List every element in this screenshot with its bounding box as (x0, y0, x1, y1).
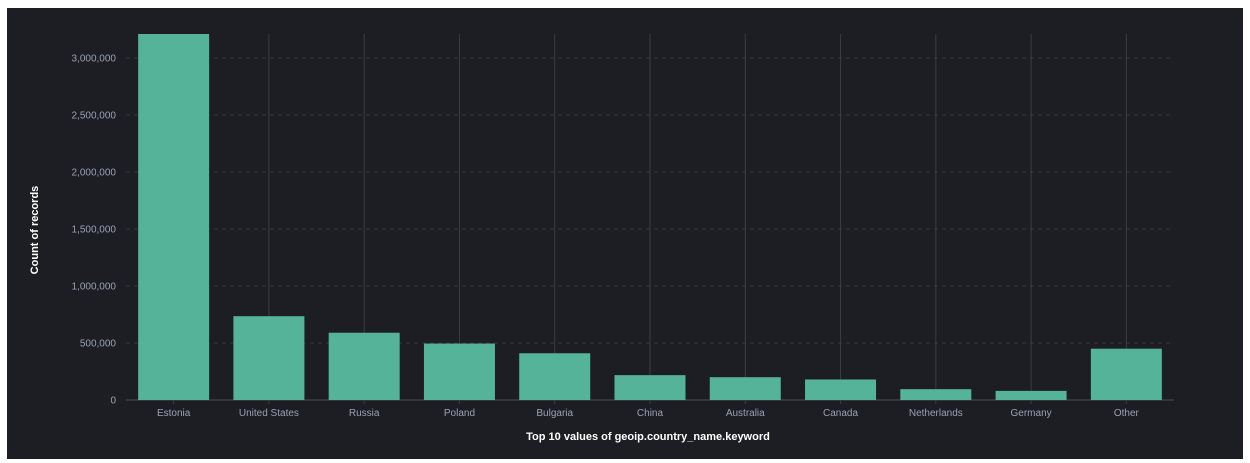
bar-russia[interactable] (328, 332, 400, 400)
x-axis-title: Top 10 values of geoip.country_name.keyw… (526, 431, 770, 443)
y-axis-ticks: 0 500,000 1,000,000 1,500,000 2,000,000 2,500… (72, 53, 117, 406)
x-tick-label: Germany (1011, 408, 1052, 419)
bar-australia[interactable] (709, 377, 781, 400)
bar-estonia[interactable] (138, 34, 210, 400)
bar-bulgaria[interactable] (519, 353, 591, 400)
bar-germany[interactable] (995, 390, 1067, 400)
bar-united-states[interactable] (233, 316, 305, 400)
x-tick-label: Estonia (157, 408, 191, 419)
y-tick-label: 3,000,000 (72, 53, 117, 64)
y-tick-label: 1,500,000 (72, 224, 117, 235)
vertical-gridlines (173, 34, 1127, 404)
y-tick-label: 1,000,000 (72, 281, 117, 292)
x-tick-label: Netherlands (909, 408, 963, 419)
chart-panel: 0 500,000 1,000,000 1,500,000 2,000,000 2,500… (7, 8, 1243, 459)
x-tick-label: Other (1114, 408, 1140, 419)
x-tick-label: China (637, 408, 664, 419)
y-tick-label: 2,000,000 (72, 167, 117, 178)
bar-other[interactable] (1090, 348, 1162, 400)
y-tick-label: 0 (110, 396, 116, 407)
bar-poland[interactable] (423, 343, 495, 400)
y-tick-label: 2,500,000 (72, 110, 117, 121)
y-axis-title: Count of records (29, 186, 41, 275)
x-tick-label: Bulgaria (536, 408, 573, 419)
x-tick-label: United States (239, 408, 299, 419)
x-tick-label: Canada (823, 408, 858, 419)
bar-china[interactable] (614, 375, 686, 400)
y-tick-label: 500,000 (80, 338, 117, 349)
bar-netherlands[interactable] (900, 389, 972, 400)
x-tick-label: Russia (349, 408, 380, 419)
bars (138, 34, 1162, 400)
bar-canada[interactable] (805, 379, 877, 400)
x-axis-ticks: Estonia United States Russia Poland Bulgaria… (157, 408, 1140, 419)
x-tick-label: Australia (726, 408, 765, 419)
bar-chart: 0 500,000 1,000,000 1,500,000 2,000,000 2,500… (29, 34, 1174, 443)
x-tick-label: Poland (444, 408, 475, 419)
